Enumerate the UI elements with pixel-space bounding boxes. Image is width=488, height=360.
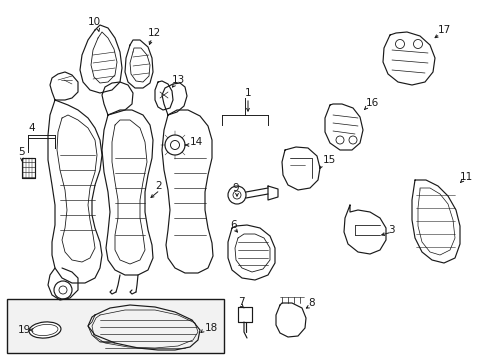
Circle shape [54, 281, 72, 299]
Text: 7: 7 [238, 297, 244, 307]
Text: 17: 17 [437, 25, 450, 35]
Circle shape [348, 136, 356, 144]
Circle shape [232, 191, 241, 199]
Text: 8: 8 [307, 298, 314, 308]
Circle shape [164, 135, 184, 155]
FancyBboxPatch shape [7, 299, 224, 353]
Text: 12: 12 [148, 28, 161, 38]
Text: 3: 3 [387, 225, 394, 235]
Text: 15: 15 [323, 155, 336, 165]
Text: 6: 6 [229, 220, 236, 230]
Text: 5: 5 [18, 147, 24, 157]
Text: 14: 14 [190, 137, 203, 147]
Text: 1: 1 [244, 88, 251, 98]
Circle shape [335, 136, 343, 144]
Text: 19: 19 [18, 325, 31, 335]
Circle shape [395, 40, 404, 49]
Text: 2: 2 [155, 181, 162, 191]
Text: 16: 16 [365, 98, 379, 108]
Circle shape [59, 286, 67, 294]
Circle shape [227, 186, 245, 204]
Circle shape [170, 140, 179, 149]
Text: 13: 13 [172, 75, 185, 85]
Text: 11: 11 [459, 172, 472, 182]
Circle shape [413, 40, 422, 49]
Ellipse shape [29, 322, 61, 338]
Text: 18: 18 [204, 323, 218, 333]
Ellipse shape [32, 324, 58, 336]
Text: 9: 9 [231, 183, 238, 193]
Text: 10: 10 [88, 17, 101, 27]
Text: 4: 4 [28, 123, 35, 133]
